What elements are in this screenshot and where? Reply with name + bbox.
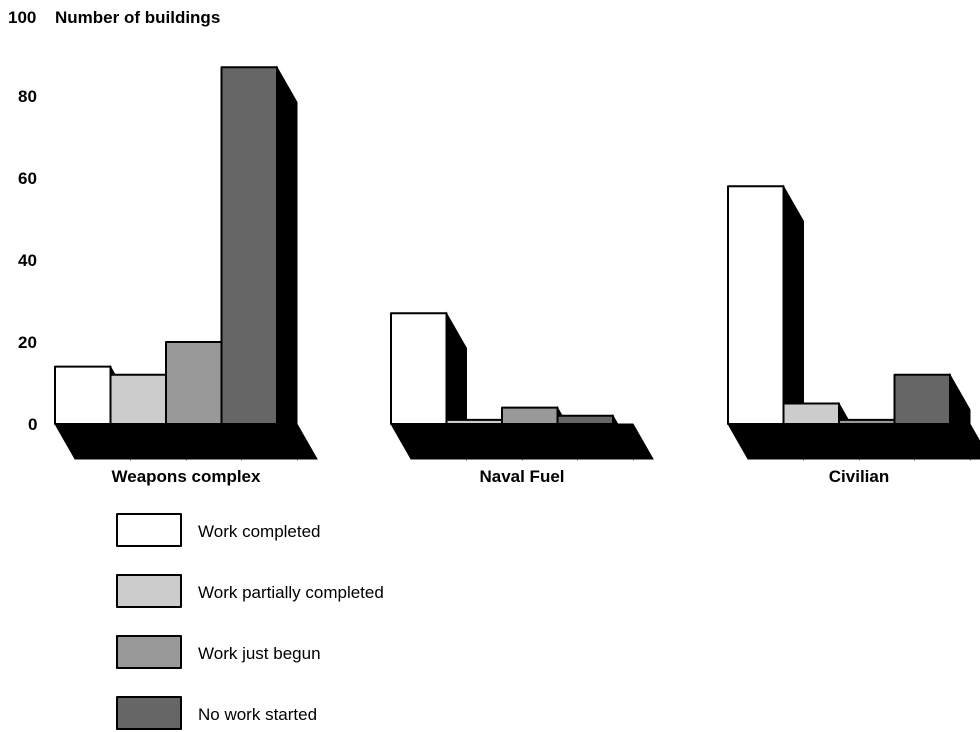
legend-swatch — [116, 696, 182, 730]
legend-swatch — [116, 635, 182, 669]
legend-label: No work started — [198, 705, 317, 724]
y-tick-label: 80 — [18, 87, 37, 106]
category-label: Naval Fuel — [479, 467, 564, 486]
y-tick-label: 20 — [18, 333, 37, 352]
bar-face — [220, 66, 278, 426]
bar-face — [838, 418, 896, 425]
y-axis: Number of buildings 0 20 40 60 80 100 — [8, 8, 220, 434]
bar-face — [893, 373, 951, 425]
y-tick-label: 100 — [8, 8, 36, 27]
group-floor — [390, 423, 654, 460]
bar-face — [109, 373, 167, 425]
bar-face — [782, 402, 840, 425]
y-tick-label: 0 — [28, 415, 37, 434]
legend-label: Work completed — [198, 522, 321, 541]
bar-face — [165, 341, 223, 425]
legend-item: Work just begun — [116, 635, 321, 669]
category-labels: Weapons complex Naval Fuel Civilian — [112, 467, 890, 486]
bar — [220, 65, 298, 461]
bar-face — [445, 418, 503, 425]
y-tick-label: 40 — [18, 251, 37, 270]
bar — [556, 413, 634, 461]
bar-face — [54, 365, 112, 426]
legend-swatch — [116, 574, 182, 608]
legend-item: No work started — [116, 696, 317, 730]
y-axis-label: Number of buildings — [55, 8, 220, 27]
legend-item: Work completed — [116, 513, 321, 547]
legend: Work completed Work partially completed Wo… — [116, 513, 384, 730]
legend-item: Work partially completed — [116, 574, 384, 608]
legend-label: Work just begun — [198, 644, 321, 663]
y-tick-label: 60 — [18, 169, 37, 188]
bar-face — [390, 312, 448, 425]
category-label: Civilian — [829, 467, 889, 486]
bar-face — [556, 414, 614, 425]
bar-face — [727, 185, 785, 425]
bar-side — [276, 65, 298, 461]
category-label: Weapons complex — [112, 467, 261, 486]
legend-swatch — [116, 513, 182, 547]
chart-bars — [54, 65, 971, 461]
bar — [727, 184, 804, 461]
bar — [782, 401, 860, 461]
legend-label: Work partially completed — [198, 583, 384, 602]
bar-face — [501, 406, 559, 426]
chart-floors — [54, 423, 980, 460]
bar — [893, 372, 971, 461]
